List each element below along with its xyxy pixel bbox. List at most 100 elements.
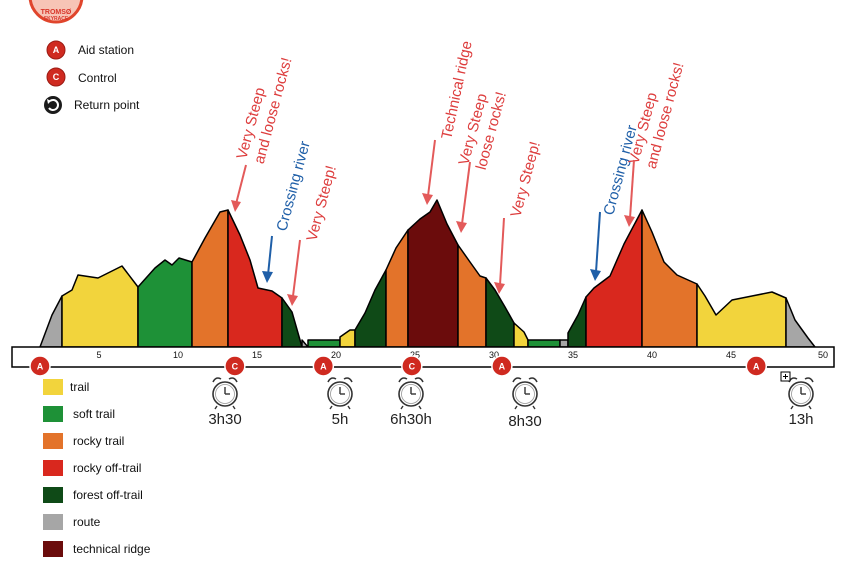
- annotation-very-steep-loose-rocks-2: Very Steep loose rocks!: [455, 85, 510, 233]
- annotation-crossing-river-1: Crossing river: [262, 139, 314, 283]
- stopwatch-icon: [398, 377, 424, 410]
- marker-letter: A: [320, 362, 327, 372]
- surface-legend-item: forest off-trail: [43, 487, 143, 503]
- stopwatch-icon: [512, 377, 538, 410]
- segment-forest-off-trail: [354, 269, 387, 348]
- surface-legend-item: trail: [43, 379, 89, 395]
- svg-text:Very Steep loose rocks: Very Steep loose rocks!: [455, 85, 510, 171]
- top-legend: A Aid station C Control Return point: [44, 40, 140, 114]
- aid-station-icon: [491, 355, 513, 377]
- control-icon: [401, 355, 423, 377]
- surface-legend-item: technical ridge: [43, 541, 151, 557]
- aid-station-icon: [312, 355, 335, 377]
- marker-letter: A: [753, 362, 760, 372]
- race-logo: TROMSØ SKYRACE: [28, 0, 84, 24]
- segment-rocky-off-trail: [227, 209, 283, 348]
- marker-letter: C: [409, 362, 416, 372]
- stopwatch-group: 13h: [788, 377, 814, 428]
- annotation-very-steep-loose-rocks-3: Very Steep and loose rocks!: [624, 56, 688, 227]
- svg-text:Very Steep!: Very Steep!: [507, 140, 543, 219]
- stopwatch-group: 3h30: [208, 377, 242, 428]
- surface-swatch: [43, 541, 63, 557]
- elevation-profile: [39, 199, 816, 348]
- segment-soft-trail: [527, 339, 561, 348]
- distance-tick-label: 45: [726, 350, 736, 360]
- surface-legend-label: route: [73, 515, 101, 529]
- surface-legend-label: trail: [70, 380, 89, 394]
- stopwatch-icon: [212, 377, 238, 410]
- distance-tick-label: 10: [173, 350, 183, 360]
- control-icon-letter: C: [53, 72, 60, 82]
- svg-text:Very Steep!: Very Steep!: [303, 164, 339, 243]
- return-point-icon: [44, 96, 62, 114]
- segment-trail: [339, 329, 356, 348]
- distance-tick-label: 50: [818, 350, 828, 360]
- surface-swatch: [43, 406, 63, 422]
- aid-station-icon: [745, 355, 768, 377]
- segment-technical-ridge: [407, 199, 459, 348]
- legend-control-label: Control: [78, 71, 117, 85]
- legend-aid-station-label: Aid station: [78, 43, 134, 57]
- segment-route: [39, 295, 63, 348]
- distance-tick-label: 40: [647, 350, 657, 360]
- segment-trail: [61, 265, 139, 348]
- svg-text:Very Steep and loose r: Very Steep and loose rocks!: [233, 51, 295, 166]
- aid-station-marker: A: [312, 355, 335, 377]
- stopwatch-group: 8h30: [508, 377, 542, 430]
- distance-axis: 5 10 15 20 25 30 35 40 45 50: [11, 346, 835, 368]
- logo-line-1: TROMSØ: [41, 9, 72, 16]
- stopwatch-icon: [788, 377, 814, 410]
- segment-rocky-trail: [191, 209, 229, 348]
- aid-station-marker: A: [491, 355, 513, 377]
- surface-legend-label: rocky trail: [73, 434, 124, 448]
- return-point-marker-icon: [780, 371, 791, 382]
- segment-soft-trail: [137, 257, 193, 348]
- cutoff-times: 3h30 5h 6h30h 8h30 13h: [208, 377, 814, 430]
- surface-swatch: [43, 514, 63, 530]
- aid-station-icon: [46, 40, 66, 60]
- segment-soft-trail: [307, 339, 341, 348]
- control-marker: C: [224, 355, 246, 377]
- surface-legend-label: technical ridge: [73, 542, 151, 556]
- cutoff-time-label: 5h: [332, 411, 349, 428]
- aid-station-marker: A: [29, 355, 51, 377]
- stopwatch-icon: [327, 377, 353, 410]
- surface-legend-label: soft trail: [73, 407, 115, 421]
- aid-station-icon: [29, 355, 51, 377]
- surface-legend-label: rocky off-trail: [73, 461, 141, 475]
- segment-trail: [513, 322, 529, 348]
- stopwatch-group: 6h30h: [390, 377, 432, 428]
- distance-tick-label: 5: [96, 350, 101, 360]
- svg-text:Very Steep and loose r: Very Steep and loose rocks!: [625, 56, 687, 171]
- aid-station-icon-letter: A: [53, 45, 60, 55]
- surface-swatch: [43, 487, 63, 503]
- cutoff-time-label: 13h: [788, 411, 813, 428]
- segment-route: [559, 339, 569, 348]
- logo-line-2: SKYRACE: [44, 16, 69, 22]
- control-icon: [46, 67, 66, 87]
- surface-swatch: [43, 433, 63, 449]
- marker-letter: A: [37, 362, 44, 372]
- segment-trail: [696, 283, 787, 348]
- surface-swatch: [43, 460, 63, 476]
- surface-legend-item: rocky trail: [43, 433, 124, 449]
- distance-tick-label: 35: [568, 350, 578, 360]
- cutoff-time-label: 3h30: [208, 411, 241, 428]
- marker-letter: C: [232, 362, 239, 372]
- segment-rocky-trail: [385, 229, 409, 348]
- surface-legend-item: rocky off-trail: [43, 460, 141, 476]
- surface-legend: trail soft trail rocky trail rocky off-trai…: [43, 379, 151, 557]
- segment-rocky-trail: [457, 244, 487, 348]
- surface-swatch: [43, 379, 63, 395]
- surface-legend-label: forest off-trail: [73, 488, 143, 502]
- segment-route: [785, 297, 816, 348]
- surface-legend-item: soft trail: [43, 406, 115, 422]
- legend-return-point-label: Return point: [74, 98, 140, 112]
- marker-letter: A: [499, 362, 506, 372]
- cutoff-time-label: 8h30: [508, 413, 541, 430]
- distance-tick-label: 30: [489, 350, 499, 360]
- annotation-very-steep-2: Very Steep!: [494, 140, 544, 294]
- cutoff-time-label: 6h30h: [390, 411, 432, 428]
